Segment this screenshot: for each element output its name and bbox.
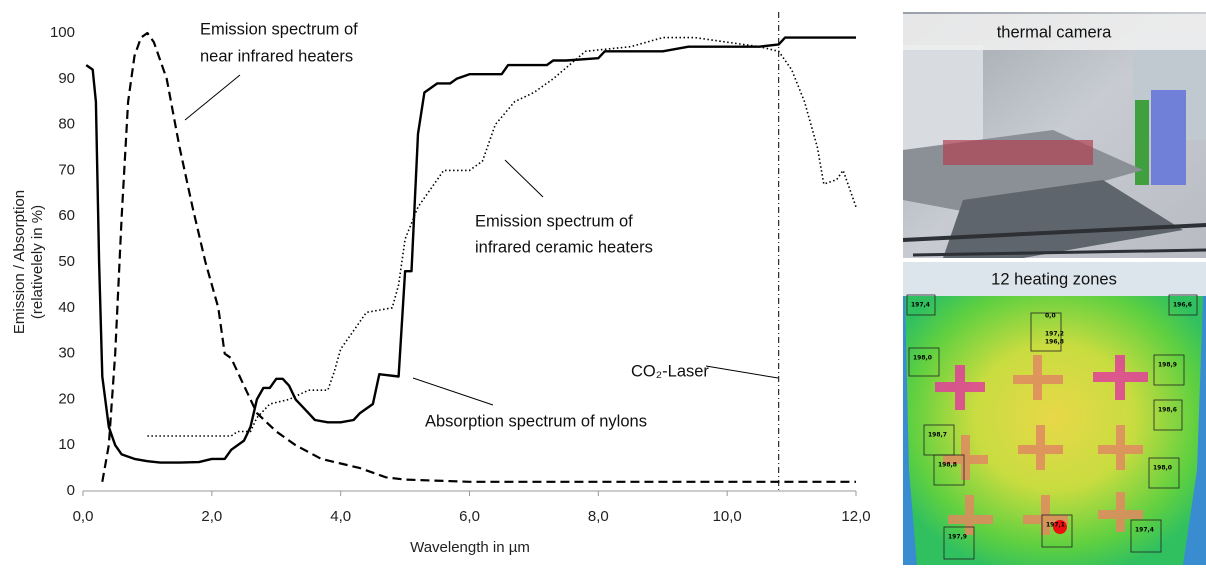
panel-label: thermal camera	[997, 23, 1112, 41]
annotation-leader	[706, 366, 778, 378]
zone-label: 197,4	[911, 302, 930, 309]
page: Wavelength in µm Emission / Absorption (…	[0, 0, 1206, 570]
zone-label: 198,0	[913, 355, 932, 362]
y-axis-label: Emission / Absorption	[11, 190, 28, 334]
thermal-image	[903, 262, 1206, 565]
zone-label: 197,1	[1046, 522, 1065, 529]
annotation: CO₂-Laser	[631, 362, 709, 380]
y-tick-label: 40	[58, 299, 75, 316]
annotation: Emission spectrum of	[200, 20, 358, 38]
y-tick-label: 10	[58, 436, 75, 453]
image-panels: thermal camera 12 heating zones 197,4 0,0…	[903, 0, 1206, 570]
chart: Wavelength in µm Emission / Absorption (…	[0, 0, 890, 570]
zone-label: 197,9	[948, 534, 967, 541]
annotation-leader	[185, 75, 240, 120]
x-tick-label: 2,0	[201, 508, 222, 525]
y-tick-label: 0	[67, 482, 75, 499]
zone-label: 198,9	[1158, 362, 1177, 369]
x-tick-label: 4,0	[330, 508, 351, 525]
zone-label: 197,2	[1045, 331, 1064, 338]
zone-label: 196,6	[1173, 302, 1192, 309]
line-series	[147, 38, 856, 436]
annotation-leader	[505, 160, 543, 197]
zone-label: 196,8	[1045, 339, 1064, 346]
x-tick-label: 6,0	[459, 508, 480, 525]
annotation: Absorption spectrum of nylons	[425, 412, 647, 430]
y-tick-label: 100	[50, 24, 75, 41]
y-tick-label: 90	[58, 70, 75, 87]
annotation-leader	[413, 378, 493, 405]
y-tick-label: 80	[58, 116, 75, 133]
x-tick-label: 0,0	[73, 508, 94, 525]
zone-label: 0,0	[1045, 313, 1056, 320]
x-axis-label: Wavelength in µm	[410, 539, 530, 556]
y-tick-label: 70	[58, 161, 75, 178]
y-tick-label: 30	[58, 345, 75, 362]
zone-label: 198,6	[1158, 407, 1177, 414]
x-tick-label: 12,0	[841, 508, 870, 525]
annotation: infrared ceramic heaters	[475, 238, 653, 256]
x-tick-label: 10,0	[713, 508, 742, 525]
zone-label: 197,4	[1135, 527, 1154, 534]
x-tick-label: 8,0	[588, 508, 609, 525]
zone-label: 198,0	[1153, 465, 1172, 472]
panel-label: 12 heating zones	[991, 270, 1117, 288]
annotation: Emission spectrum of	[475, 212, 633, 230]
y-axis-label: (relativelely in %)	[29, 205, 46, 319]
y-tick-label: 50	[58, 253, 75, 270]
y-tick-label: 60	[58, 207, 75, 224]
y-tick-label: 20	[58, 390, 75, 407]
zone-label: 198,8	[938, 462, 957, 469]
annotation: near infrared heaters	[200, 47, 353, 65]
zone-label: 198,7	[928, 432, 947, 439]
